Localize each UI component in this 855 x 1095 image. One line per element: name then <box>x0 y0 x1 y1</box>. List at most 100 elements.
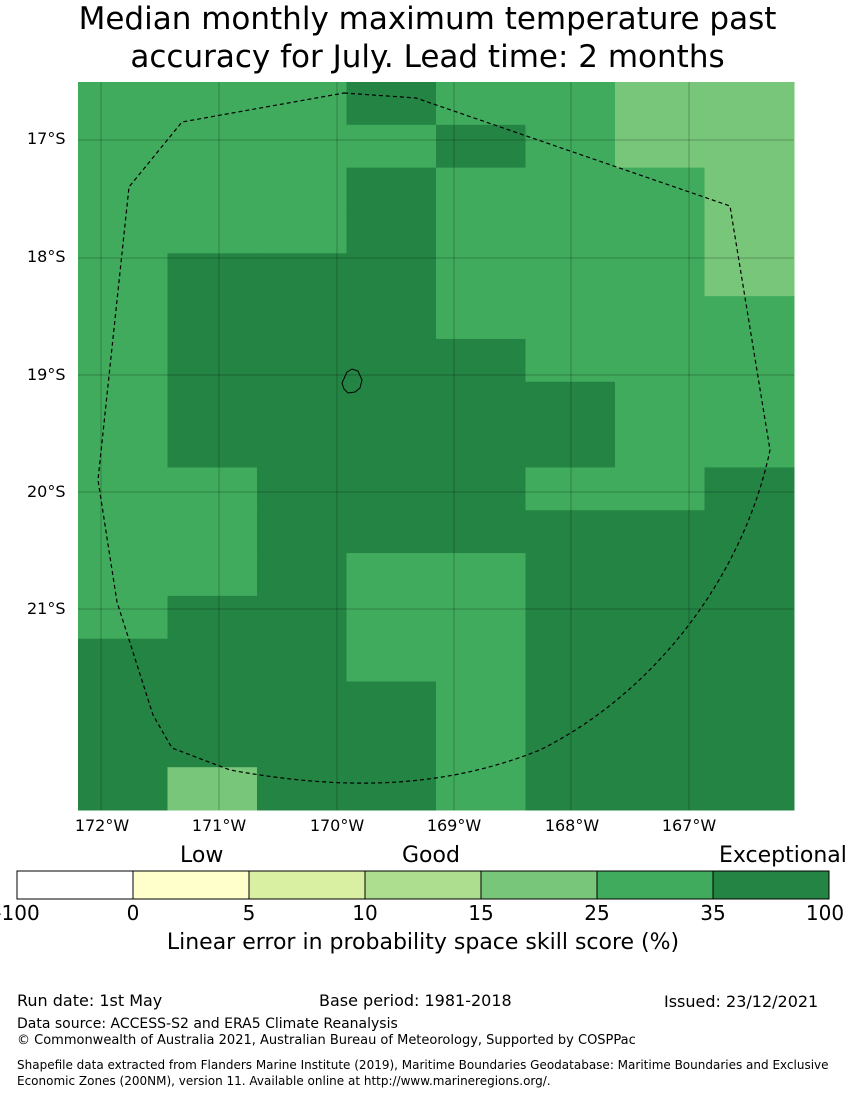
grid-cell <box>525 296 616 340</box>
shapefile-credit: Shapefile data extracted from Flanders M… <box>17 1058 829 1088</box>
grid-cell <box>436 82 526 126</box>
grid-cell <box>257 424 347 468</box>
grid-cell <box>704 296 795 340</box>
grid-cell <box>167 167 258 211</box>
grid-cell <box>167 381 258 426</box>
grid-cell <box>615 681 705 725</box>
grid-cell <box>615 424 705 468</box>
grid-cell <box>257 210 347 254</box>
run-date: Run date: 1st May <box>17 991 163 1010</box>
grid-cell <box>346 167 437 211</box>
grid-cell <box>257 167 347 211</box>
grid-cell <box>615 381 705 426</box>
colorbar-bin <box>480 870 598 900</box>
grid-cell <box>167 767 258 811</box>
grid-cell <box>704 553 795 597</box>
grid-cell <box>257 381 347 426</box>
grid-cell <box>704 253 795 297</box>
grid-cell <box>436 681 526 725</box>
grid-cell <box>436 595 526 640</box>
grid-cell <box>525 167 616 211</box>
grid-cell <box>167 510 258 554</box>
colorbar-bin <box>248 870 366 900</box>
grid-cell <box>436 767 526 811</box>
grid-cell <box>167 296 258 340</box>
grid-cell <box>78 553 168 597</box>
grid-cell <box>78 381 168 426</box>
grid-cell <box>346 553 437 597</box>
grid-cell <box>167 553 258 597</box>
grid-cell <box>615 338 705 383</box>
grid-cell <box>167 638 258 683</box>
grid-cell <box>257 124 347 169</box>
lon-label-172w: 172°W <box>74 816 130 835</box>
grid-cell <box>78 253 168 297</box>
colorbar-bin <box>16 870 134 900</box>
grid-cell <box>346 210 437 254</box>
grid-cell <box>704 124 795 169</box>
grid-cell <box>78 681 168 725</box>
grid-cell <box>704 467 795 511</box>
grid-cell <box>346 381 437 426</box>
colorbar-tick: 10 <box>352 901 378 925</box>
grid-cell <box>615 124 705 169</box>
data-source: Data source: ACCESS-S2 and ERA5 Climate … <box>17 1016 398 1032</box>
grid-cell <box>525 510 616 554</box>
grid-cell <box>346 82 437 126</box>
grid-cell <box>615 767 705 811</box>
grid-cell <box>167 595 258 640</box>
grid-cell <box>615 467 705 511</box>
grid-cell <box>704 338 795 383</box>
grid-cell <box>704 724 795 768</box>
grid-cell <box>346 767 437 811</box>
grid-cell <box>257 595 347 640</box>
grid-cell <box>436 296 526 340</box>
lon-label-170w: 170°W <box>309 816 365 835</box>
grid-cell <box>615 595 705 640</box>
grid-cell <box>78 124 168 169</box>
copyright: © Commonwealth of Australia 2021, Austra… <box>17 1033 636 1048</box>
colorbar-tick: 15 <box>468 901 494 925</box>
grid-cell <box>78 467 168 511</box>
lon-label-168w: 168°W <box>544 816 600 835</box>
lon-label-167w: 167°W <box>661 816 717 835</box>
grid-cell <box>704 681 795 725</box>
category-good: Good <box>402 843 460 868</box>
lon-label-171w: 171°W <box>191 816 247 835</box>
colorbar-bin <box>596 870 714 900</box>
colorbar-title: Linear error in probability space skill … <box>166 930 680 955</box>
grid-cell <box>346 424 437 468</box>
colorbar-tick: -100 <box>0 901 40 925</box>
grid-cell <box>436 167 526 211</box>
category-exceptional: Exceptional <box>719 843 847 868</box>
grid-cell <box>78 767 168 811</box>
grid-cell <box>436 124 526 169</box>
grid-cell <box>257 724 347 768</box>
grid-cell <box>704 767 795 811</box>
grid-cell <box>167 124 258 169</box>
grid-cell <box>346 124 437 169</box>
grid-cell <box>436 467 526 511</box>
title-line-1: Median monthly maximum temperature past <box>78 1 777 37</box>
grid-cell <box>525 467 616 511</box>
colorbar-bin <box>364 870 482 900</box>
grid-cell <box>78 510 168 554</box>
grid-cell <box>704 82 795 126</box>
grid-cell <box>615 82 705 126</box>
grid-cell <box>615 253 705 297</box>
grid-cell <box>78 167 168 211</box>
issued-date: Issued: 23/12/2021 <box>664 992 819 1011</box>
grid-cell <box>704 381 795 426</box>
lat-label-20s: 20°S <box>27 482 66 501</box>
grid-cell <box>167 253 258 297</box>
grid-cell <box>78 296 168 340</box>
grid-cell <box>257 681 347 725</box>
lat-label-18s: 18°S <box>27 247 66 266</box>
grid-cell <box>257 553 347 597</box>
grid-cell <box>436 210 526 254</box>
colorbar-tick: 35 <box>700 901 726 925</box>
grid-cell <box>167 681 258 725</box>
grid-cell <box>436 510 526 554</box>
grid-cell <box>78 595 168 640</box>
grid-cell <box>167 724 258 768</box>
